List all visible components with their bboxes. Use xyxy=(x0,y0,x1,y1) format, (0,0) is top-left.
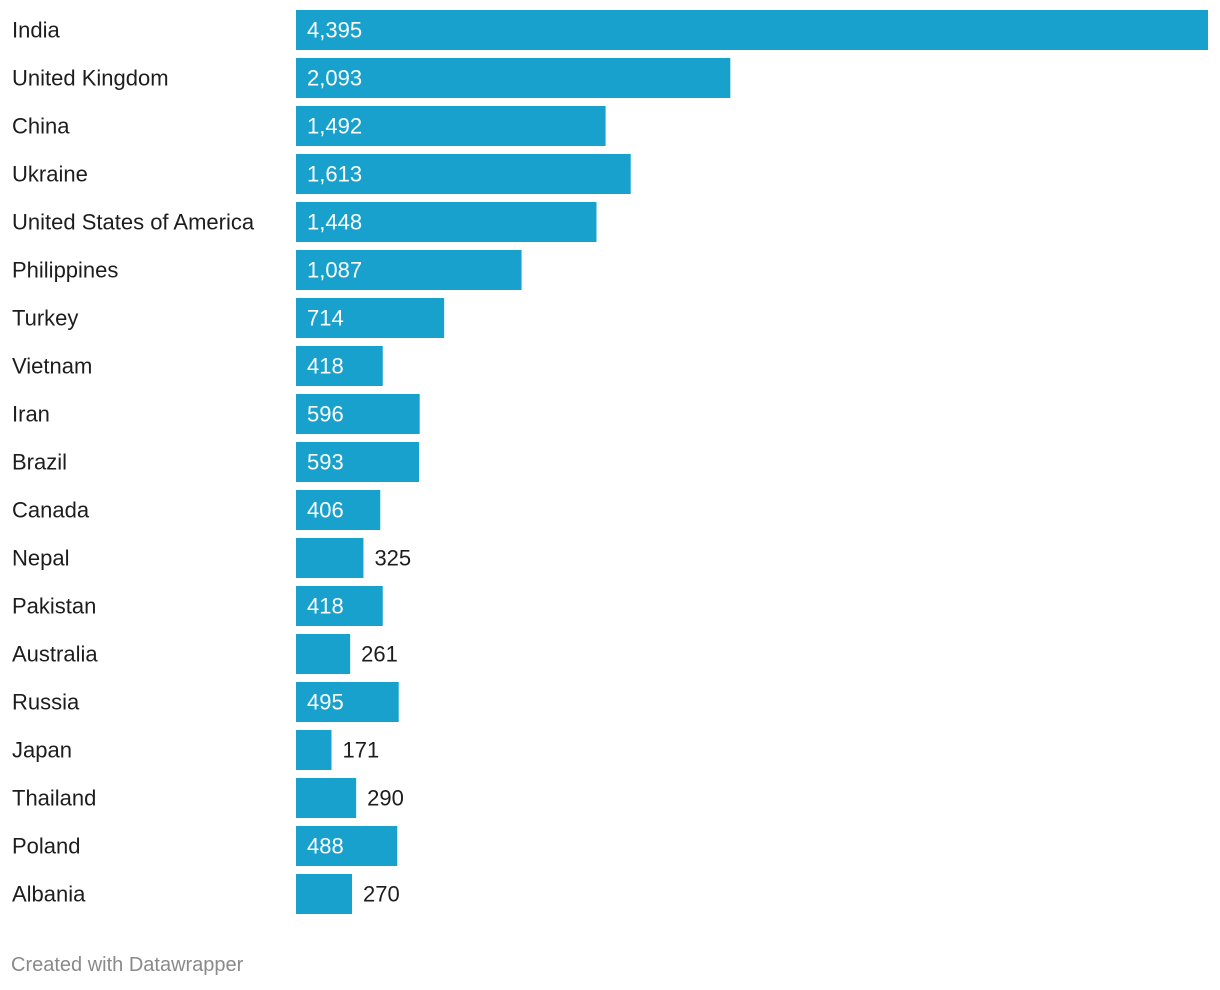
bar-ukraine xyxy=(296,154,631,194)
category-label-pakistan: Pakistan xyxy=(12,594,96,619)
value-label-australia: 261 xyxy=(361,642,398,667)
bar-japan xyxy=(296,730,332,770)
value-label-vietnam: 418 xyxy=(307,354,344,379)
bar-united-states-of-america xyxy=(296,202,597,242)
value-label-brazil: 593 xyxy=(307,450,344,475)
value-label-united-states-of-america: 1,448 xyxy=(307,210,362,235)
category-label-albania: Albania xyxy=(12,882,86,907)
category-label-philippines: Philippines xyxy=(12,258,118,283)
value-label-canada: 406 xyxy=(307,498,344,523)
value-label-pakistan: 418 xyxy=(307,594,344,619)
value-label-albania: 270 xyxy=(363,882,400,907)
category-label-poland: Poland xyxy=(12,834,81,859)
category-label-ukraine: Ukraine xyxy=(12,162,88,187)
value-label-india: 4,395 xyxy=(307,18,362,43)
value-label-china: 1,492 xyxy=(307,114,362,139)
value-label-japan: 171 xyxy=(342,738,379,763)
bar-pakistan xyxy=(296,586,383,626)
value-label-iran: 596 xyxy=(307,402,344,427)
bar-china xyxy=(296,106,606,146)
value-label-united-kingdom: 2,093 xyxy=(307,66,362,91)
category-label-china: China xyxy=(12,114,70,139)
category-label-thailand: Thailand xyxy=(12,786,96,811)
category-label-iran: Iran xyxy=(12,402,50,427)
bar-poland xyxy=(296,826,398,866)
value-label-turkey: 714 xyxy=(307,306,344,331)
category-label-india: India xyxy=(12,18,60,43)
bar-vietnam xyxy=(296,346,383,386)
value-label-philippines: 1,087 xyxy=(307,258,362,283)
bar-india xyxy=(296,10,1208,50)
category-label-united-kingdom: United Kingdom xyxy=(12,66,169,91)
value-label-russia: 495 xyxy=(307,690,344,715)
category-label-australia: Australia xyxy=(12,642,98,667)
bar-thailand xyxy=(296,778,357,818)
bar-brazil xyxy=(296,442,420,482)
value-label-poland: 488 xyxy=(307,834,344,859)
category-label-vietnam: Vietnam xyxy=(12,354,92,379)
category-label-japan: Japan xyxy=(12,738,72,763)
value-label-nepal: 325 xyxy=(374,546,411,571)
category-label-nepal: Nepal xyxy=(12,546,69,571)
bar-united-kingdom xyxy=(296,58,731,98)
category-label-canada: Canada xyxy=(12,498,90,523)
category-label-turkey: Turkey xyxy=(12,306,78,331)
bar-australia xyxy=(296,634,351,674)
category-label-brazil: Brazil xyxy=(12,450,67,475)
value-label-ukraine: 1,613 xyxy=(307,162,362,187)
bar-canada xyxy=(296,490,381,530)
bar-iran xyxy=(296,394,420,434)
bar-philippines xyxy=(296,250,522,290)
bar-albania xyxy=(296,874,353,914)
bar-turkey xyxy=(296,298,445,338)
credit-footer: Created with Datawrapper xyxy=(11,954,244,976)
bar-russia xyxy=(296,682,399,722)
category-label-russia: Russia xyxy=(12,690,80,715)
bar-nepal xyxy=(296,538,364,578)
category-label-united-states-of-america: United States of America xyxy=(12,210,255,235)
value-label-thailand: 290 xyxy=(367,786,404,811)
